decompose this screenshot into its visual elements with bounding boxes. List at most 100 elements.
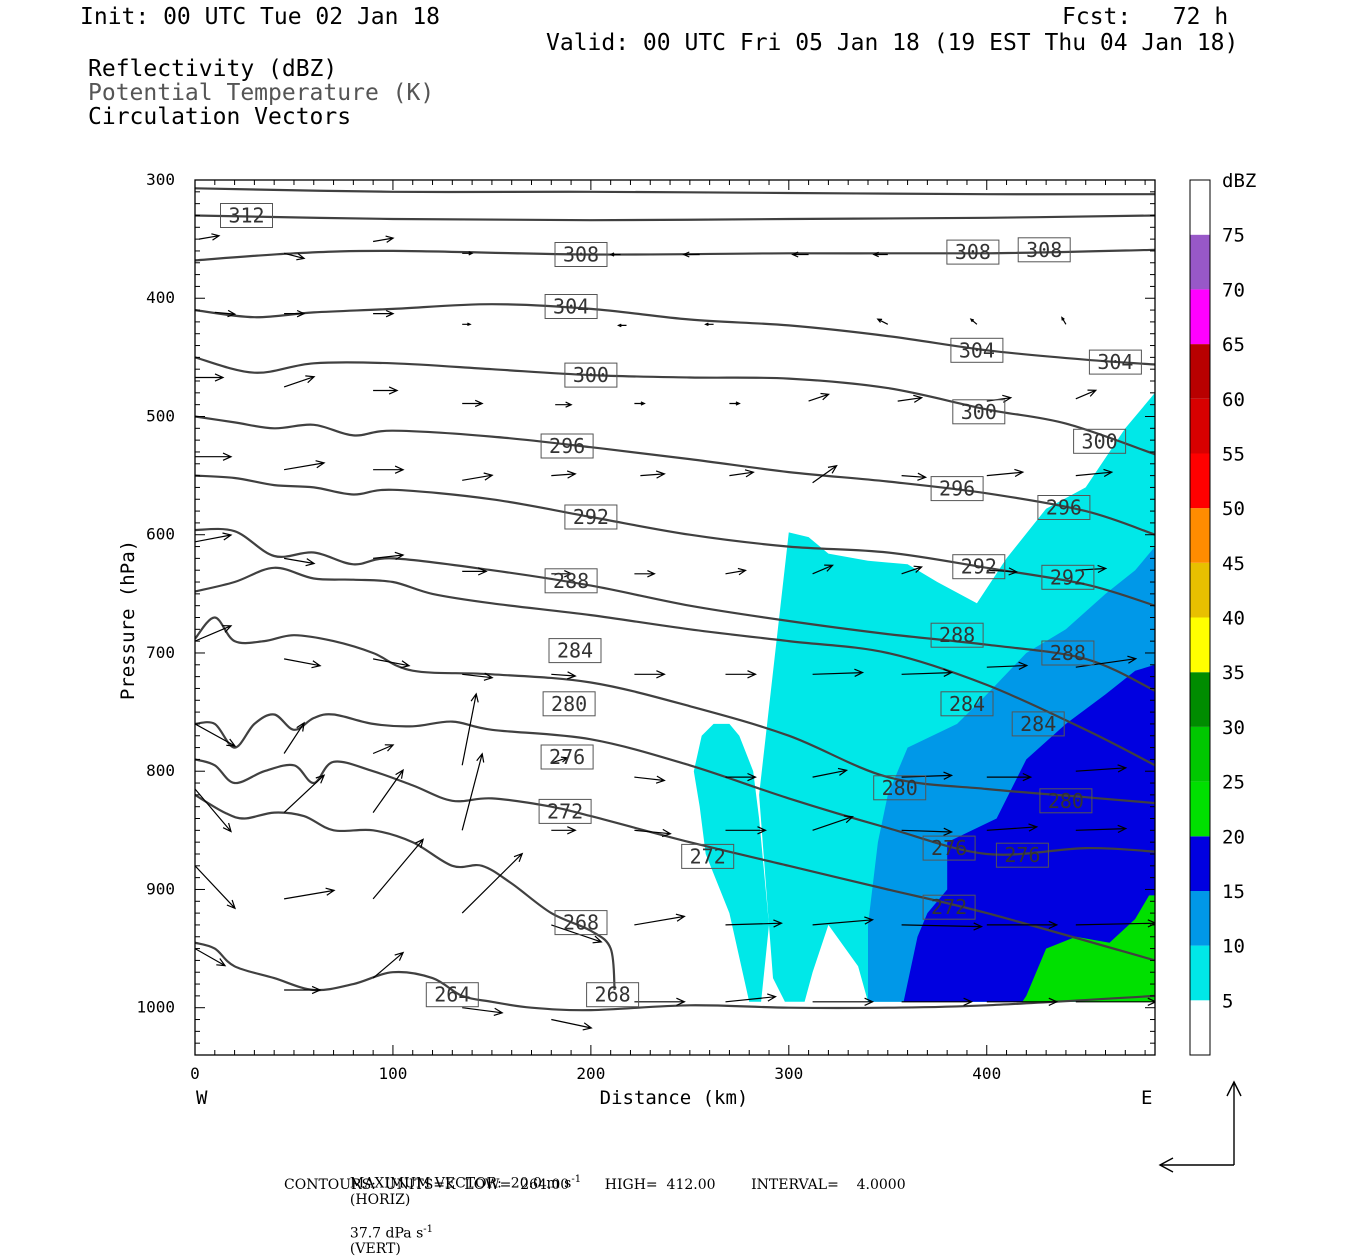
contour-label-box xyxy=(1041,640,1095,666)
contour-label-box xyxy=(220,203,273,228)
contour-label-268: 268 xyxy=(586,982,640,1008)
circulation-vector xyxy=(461,752,485,831)
contour-label-text: 292 xyxy=(573,505,609,529)
colorbar-level-label: 10 xyxy=(1222,936,1245,958)
contour-label-box xyxy=(548,638,602,664)
circulation-vector xyxy=(901,565,923,575)
circulation-vector xyxy=(725,772,757,782)
contour-label-296: 296 xyxy=(540,433,594,459)
colorbar-level-label: 75 xyxy=(1222,225,1245,247)
contour-labels: 312 308 308 308 304 304 304 300 300 300 296 296 296 2… xyxy=(220,203,1142,1008)
contour-label-box xyxy=(564,504,618,530)
contour-label-280: 280 xyxy=(1039,788,1093,814)
contour-label-264: 264 xyxy=(425,982,479,1008)
contour-label-text: 300 xyxy=(961,400,997,424)
contour-label-304: 304 xyxy=(544,294,598,319)
contour-label-300: 300 xyxy=(1073,428,1127,454)
colorbar-segment xyxy=(1190,1000,1210,1055)
theta-contour-280 xyxy=(195,616,1155,805)
contour-label-text: 288 xyxy=(553,569,589,593)
circulation-vector xyxy=(725,670,757,679)
circulation-vector xyxy=(725,993,777,1003)
contour-label-288: 288 xyxy=(544,568,598,594)
contour-label-box xyxy=(542,691,596,717)
contour-label-box xyxy=(564,362,618,388)
contour-label-box xyxy=(554,242,608,267)
circulation-vector xyxy=(640,470,666,479)
colorbar: 5 10 15 20 25 30 35 40 45 50 55 60 65 70 75 dBZ xyxy=(1189,170,1256,1056)
circulation-vector xyxy=(1075,468,1114,478)
colorbar-segment xyxy=(1190,945,1210,1001)
colorbar-segment xyxy=(1190,508,1210,563)
contour-label-284: 284 xyxy=(940,691,994,717)
contour-label-box xyxy=(1011,711,1065,737)
colorbar-level-label: 50 xyxy=(1222,498,1245,520)
colorbar-level-label: 20 xyxy=(1222,826,1245,848)
circulation-vector xyxy=(372,744,395,755)
circulation-vector xyxy=(986,661,1029,670)
colorbar-segment xyxy=(1190,453,1210,509)
theta-contour-310 xyxy=(195,214,1155,222)
circulation-vector xyxy=(373,465,405,474)
contour-label-box xyxy=(950,337,1004,363)
circulation-vector xyxy=(198,233,221,241)
theta-contours xyxy=(195,187,1155,1012)
circulation-vector xyxy=(634,997,686,1006)
colorbar-segment xyxy=(1190,890,1210,946)
contour-label-text: 280 xyxy=(882,776,918,800)
contour-label-312: 312 xyxy=(220,203,273,228)
y-tick-label: 700 xyxy=(146,643,175,662)
contour-label-280: 280 xyxy=(873,775,927,801)
circulation-vector xyxy=(283,887,336,900)
circulation-vector xyxy=(1075,655,1138,668)
circulation-vector xyxy=(812,815,854,831)
contour-label-284: 284 xyxy=(1011,711,1065,737)
contour-label-288: 288 xyxy=(1041,640,1095,666)
contour-label-box xyxy=(873,775,927,801)
circulation-vector xyxy=(195,865,237,910)
circulation-vector xyxy=(986,997,1059,1006)
circulation-vector xyxy=(195,373,225,382)
colorbar-segment xyxy=(1190,836,1210,891)
forecast-hour: Fcst: 72 h xyxy=(1062,4,1229,30)
colorbar-level-label: 30 xyxy=(1222,717,1245,739)
contour-label-box xyxy=(544,294,598,319)
colorbar-segment xyxy=(1190,562,1210,618)
circulation-vector xyxy=(1075,919,1155,928)
theta-contour-304 xyxy=(195,303,1155,366)
contour-label-text: 280 xyxy=(551,692,587,716)
circulation-vector xyxy=(634,401,646,406)
circulation-vector xyxy=(462,251,474,256)
contour-label-text: 272 xyxy=(547,799,583,823)
contour-label-text: 308 xyxy=(1026,238,1062,262)
contour-label-308: 308 xyxy=(946,239,1000,265)
contour-label-text: 312 xyxy=(228,204,264,228)
circulation-vector xyxy=(901,668,954,677)
circulation-vector xyxy=(373,309,395,318)
circulation-vector xyxy=(551,756,569,764)
theta-contour-288 xyxy=(195,527,1155,692)
colorbar-level-label: 15 xyxy=(1222,881,1245,903)
circulation-vector xyxy=(283,774,326,814)
colorbar-level-label: 5 xyxy=(1222,990,1233,1012)
contour-label-box xyxy=(952,554,1006,580)
theta-contour-296 xyxy=(195,415,1155,536)
circulation-vector xyxy=(1075,389,1098,400)
circulation-vector xyxy=(986,772,1033,782)
circulation-vector xyxy=(462,472,494,481)
circulation-vector xyxy=(872,251,888,258)
colorbar-level-label: 40 xyxy=(1222,608,1245,630)
circulation-vector xyxy=(551,570,573,578)
circulation-vector xyxy=(791,251,809,258)
circulation-vector xyxy=(634,913,686,926)
circulation-vector xyxy=(1075,764,1128,773)
west-label: W xyxy=(196,1087,208,1109)
theta-contour-276 xyxy=(195,713,1155,856)
circulation-vector xyxy=(195,625,233,642)
max-vector-vert: 37.7 dPa s xyxy=(349,1225,424,1242)
circulation-vector xyxy=(986,823,1039,832)
contour-label-text: 304 xyxy=(553,295,589,319)
circulation-vector xyxy=(214,309,237,318)
circulation-vector xyxy=(986,920,1059,930)
circulation-vector xyxy=(195,452,233,461)
